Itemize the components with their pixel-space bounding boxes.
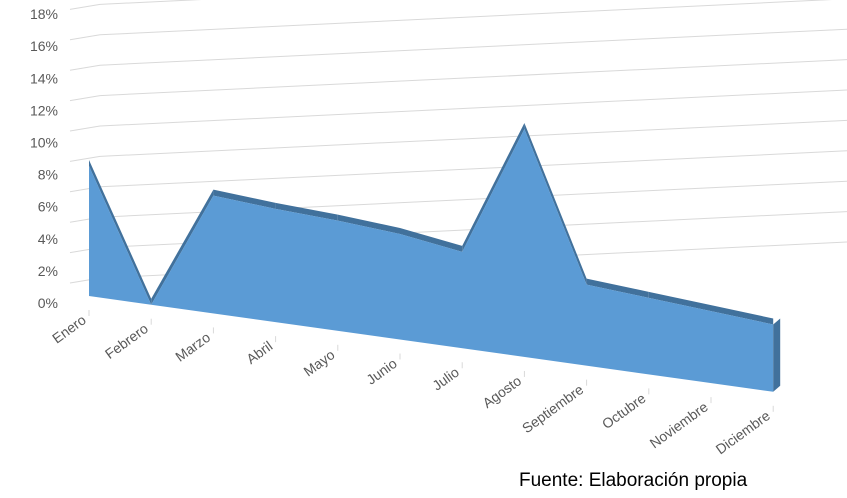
area-top-face	[586, 278, 649, 298]
gridline	[69, 95, 101, 102]
gridline	[99, 28, 847, 66]
area-top-face	[337, 214, 400, 234]
gridline	[69, 34, 101, 41]
x-tick-label: Abril	[243, 338, 275, 367]
y-tick-label: 2%	[38, 263, 58, 279]
x-tick-label: Mayo	[300, 346, 337, 379]
y-tick-label: 14%	[30, 70, 58, 86]
area-front-face	[89, 128, 774, 392]
area-top-face	[213, 189, 276, 209]
gridline	[69, 64, 101, 71]
x-tick-label: Noviembre	[647, 398, 711, 451]
x-tick-label: Diciembre	[713, 407, 774, 457]
area-side-face	[773, 318, 781, 392]
gridline	[69, 155, 101, 162]
x-tick-label: Enero	[49, 311, 89, 346]
gridline	[99, 150, 847, 188]
y-tick-label: 10%	[30, 135, 58, 151]
y-axis-tick-labels: 0% 2% 4% 6% 8% 10% 12% 14% 16% 18%	[30, 6, 58, 311]
x-tick-label: Octubre	[599, 390, 649, 432]
gridline	[69, 125, 101, 132]
y-tick-label: 18%	[30, 6, 58, 22]
x-tick-label: Febrero	[102, 320, 151, 362]
area-top-face	[400, 227, 463, 252]
y-tick-label: 12%	[30, 102, 58, 118]
x-tick-label: Junio	[363, 355, 400, 388]
gridline	[99, 119, 847, 157]
area-series	[89, 122, 781, 392]
area-top-face	[524, 122, 587, 285]
x-tick-label: Julio	[429, 364, 462, 394]
source-note: Fuente: Elaboración propia	[519, 470, 748, 491]
area-top-face	[648, 291, 711, 312]
y-tick-label: 0%	[38, 295, 58, 311]
gridline	[69, 3, 101, 10]
area-top-face	[711, 305, 774, 325]
gridline	[99, 0, 833, 36]
y-tick-label: 4%	[38, 231, 58, 247]
x-tick-label: Marzo	[172, 329, 213, 365]
gridline	[99, 89, 847, 127]
x-tick-label: Agosto	[479, 372, 524, 411]
area-top-face	[462, 122, 525, 252]
area-top-face	[151, 189, 214, 305]
area-top-face	[275, 202, 338, 221]
y-tick-label: 16%	[30, 38, 58, 54]
gridline	[99, 59, 847, 97]
y-tick-label: 8%	[38, 167, 58, 183]
area-top-face	[89, 159, 152, 305]
y-tick-label: 6%	[38, 199, 58, 215]
x-tick-label: Septiembre	[519, 381, 586, 436]
